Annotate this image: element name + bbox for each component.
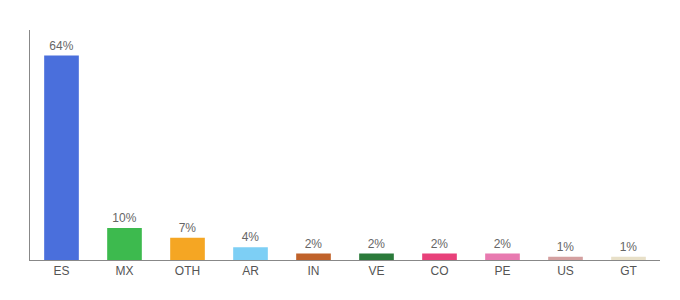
svg-text:PE: PE bbox=[494, 264, 510, 278]
svg-text:GT: GT bbox=[620, 264, 637, 278]
svg-text:4%: 4% bbox=[242, 230, 260, 244]
svg-text:IN: IN bbox=[308, 264, 320, 278]
svg-text:2%: 2% bbox=[368, 237, 386, 251]
svg-text:2%: 2% bbox=[305, 237, 323, 251]
svg-text:2%: 2% bbox=[494, 237, 512, 251]
svg-text:US: US bbox=[557, 264, 574, 278]
svg-text:MX: MX bbox=[116, 264, 134, 278]
svg-text:64%: 64% bbox=[49, 39, 73, 53]
svg-text:1%: 1% bbox=[557, 240, 575, 254]
svg-text:OTH: OTH bbox=[175, 264, 200, 278]
svg-text:ES: ES bbox=[53, 264, 69, 278]
svg-text:2%: 2% bbox=[431, 237, 449, 251]
svg-text:VE: VE bbox=[368, 264, 384, 278]
svg-text:10%: 10% bbox=[112, 211, 136, 225]
svg-text:1%: 1% bbox=[620, 240, 638, 254]
svg-text:7%: 7% bbox=[179, 221, 197, 235]
svg-text:CO: CO bbox=[431, 264, 449, 278]
svg-text:AR: AR bbox=[242, 264, 259, 278]
